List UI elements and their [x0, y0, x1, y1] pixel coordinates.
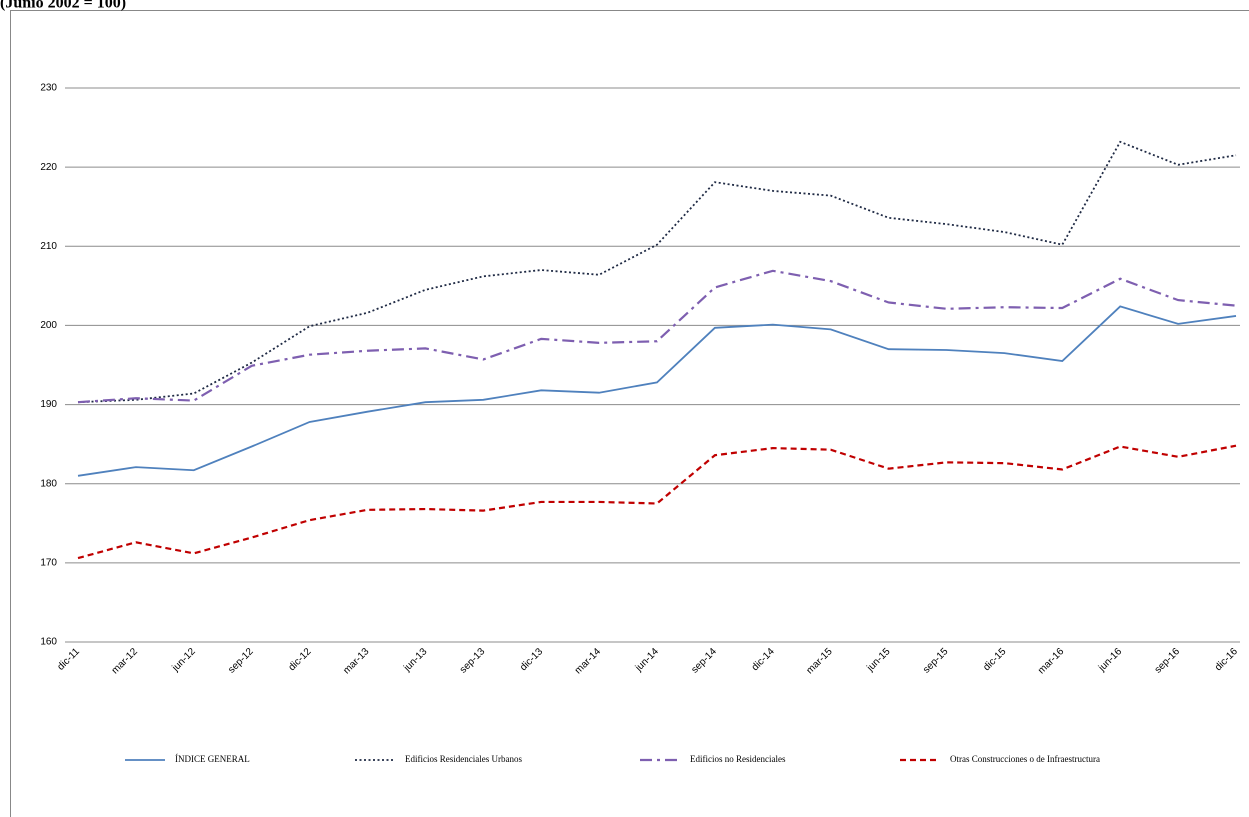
- series-line: [77, 444, 1237, 560]
- y-tick-label: 210: [40, 241, 57, 252]
- legend-label: Otras Construcciones o de Infraestructur…: [950, 754, 1100, 764]
- x-tick-label: dic-13: [518, 646, 545, 673]
- y-tick-label: 190: [40, 399, 57, 410]
- y-tick-label: 230: [40, 83, 57, 94]
- legend-label: Edificios Residenciales Urbanos: [405, 754, 522, 764]
- x-tick-label: dic-14: [750, 646, 777, 673]
- y-tick-label: 220: [40, 162, 57, 173]
- x-tick-label: dic-16: [1213, 646, 1240, 673]
- legend-label: Edificios no Residenciales: [690, 754, 786, 764]
- x-tick-label: sep-12: [226, 646, 256, 676]
- series-line: [77, 269, 1237, 404]
- x-tick-label: sep-15: [921, 646, 951, 676]
- x-tick-label: mar-16: [1036, 646, 1066, 676]
- series-line: [77, 140, 1237, 404]
- x-tick-label: mar-12: [110, 646, 140, 676]
- x-tick-label: dic-15: [981, 646, 1008, 673]
- y-tick-label: 170: [40, 557, 57, 568]
- x-tick-label: sep-16: [1153, 646, 1183, 676]
- x-tick-label: sep-13: [458, 646, 488, 676]
- x-tick-label: sep-14: [689, 646, 719, 676]
- y-tick-label: 160: [40, 637, 57, 648]
- x-tick-label: jun-15: [864, 646, 892, 674]
- x-tick-label: jun-14: [633, 646, 661, 674]
- x-tick-label: mar-13: [341, 646, 371, 676]
- x-tick-label: jun-13: [401, 646, 429, 674]
- x-tick-label: dic-11: [55, 646, 82, 673]
- x-tick-label: jun-16: [1096, 646, 1124, 674]
- chart-subtitle: (Junio 2002 = 100): [0, 0, 126, 12]
- x-tick-label: mar-14: [573, 646, 603, 676]
- y-tick-label: 180: [40, 478, 57, 489]
- legend-label: ÍNDICE GENERAL: [175, 754, 250, 764]
- series-line: [77, 305, 1237, 477]
- x-tick-label: mar-15: [805, 646, 835, 676]
- x-tick-label: dic-12: [287, 646, 314, 673]
- y-tick-label: 200: [40, 320, 57, 331]
- x-tick-label: jun-12: [170, 646, 198, 674]
